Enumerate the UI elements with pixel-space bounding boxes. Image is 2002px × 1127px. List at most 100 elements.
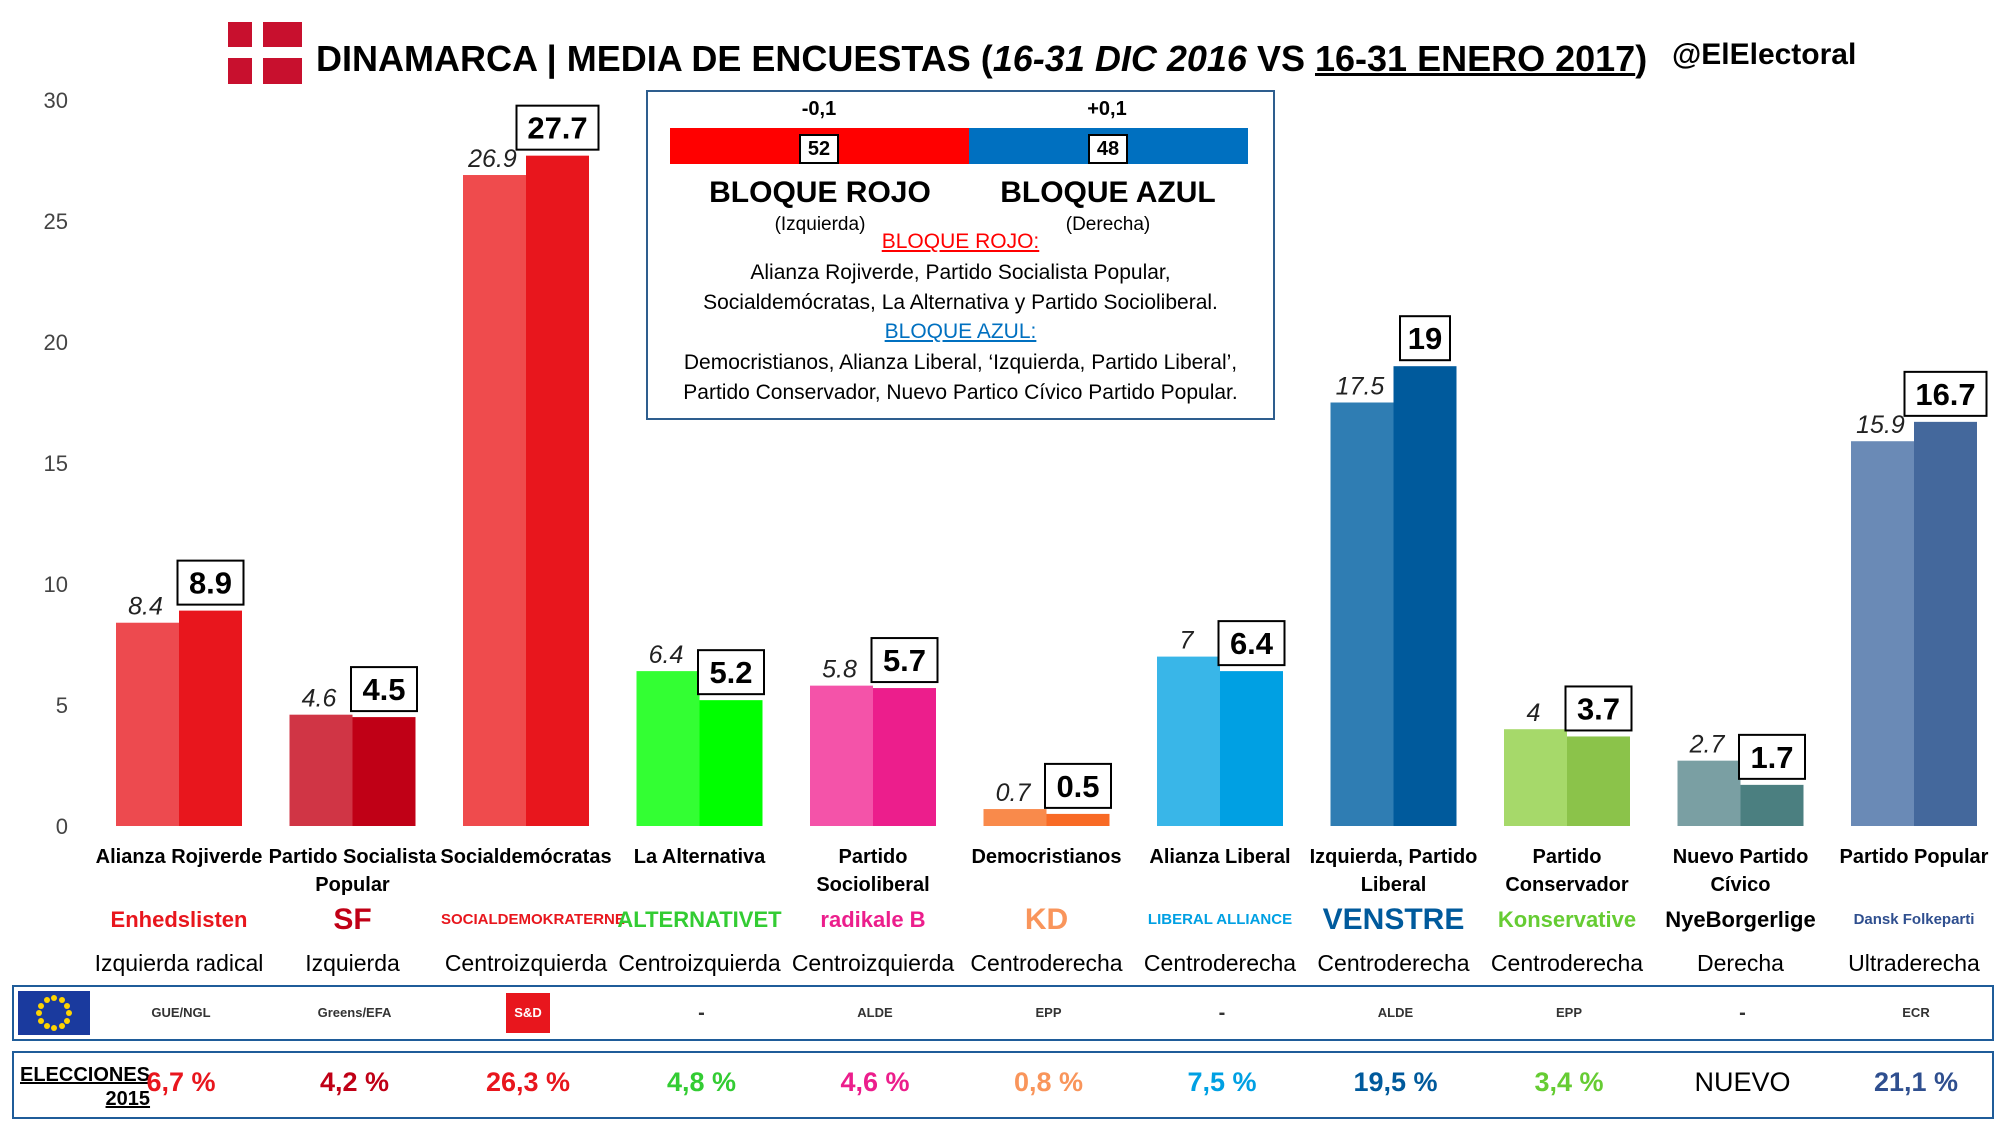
data-label-box-jan <box>350 666 418 713</box>
party-name: Partido Popular <box>1824 843 2002 871</box>
data-label-jan: 5.2 <box>709 655 752 690</box>
party-name: Nuevo Partido Cívico <box>1651 843 1831 899</box>
party-logo: Dansk Folkeparti <box>1853 911 1975 928</box>
party-ideology: Izquierda radical <box>94 950 264 976</box>
party-name: Partido Socialista Popular <box>263 843 443 899</box>
bar-jan-2017 <box>1220 671 1283 826</box>
bar-dec-2016 <box>289 714 353 826</box>
bar-jan-2017 <box>179 610 242 826</box>
eu-star-icon <box>38 1017 44 1024</box>
data-label-box-jan <box>176 559 245 606</box>
eu-group-logo: ECR <box>1902 1005 1930 1020</box>
party-ideology: Centroderecha <box>1317 950 1470 976</box>
bloque-azul-text-1: Democristianos, Alianza Liberal, ‘Izquie… <box>683 351 1238 374</box>
title-vs: VS <box>1256 38 1305 79</box>
eu-star-icon <box>63 1017 70 1024</box>
party-name-line-2: Conservador <box>1505 874 1629 896</box>
bar-dec-2016 <box>1157 656 1220 826</box>
party-ideology: Centroderecha <box>970 950 1123 976</box>
data-label-jan: 4.5 <box>362 672 405 707</box>
bloque-panel: -0,1 +0,1 52 48 BLOQUE ROJO BLOQUE AZUL … <box>646 90 1275 420</box>
election-2015-value: 7,5 % <box>1187 1067 1257 1097</box>
party-logo: ALTERNATIVET <box>617 907 782 932</box>
bar-dec-2016 <box>1504 729 1567 826</box>
data-label-dec: 4.6 <box>302 685 337 713</box>
y-tick-label: 5 <box>56 693 68 718</box>
data-label-jan: 8.9 <box>189 566 232 601</box>
eu-group-logo: - <box>698 1002 705 1024</box>
party-name-line-1: Izquierda, Partido <box>1309 846 1478 868</box>
eu-group-logo: - <box>1739 1002 1746 1024</box>
page-title: DINAMARCA | MEDIA DE ENCUESTAS (16-31 DI… <box>316 38 1648 79</box>
data-label-dec: 6.4 <box>649 641 684 669</box>
party-logo: radikale B <box>820 907 926 932</box>
party-name: Democristianos <box>957 843 1137 871</box>
election-2015-value: 0,8 % <box>1013 1067 1084 1097</box>
election-2015-value: 21,1 % <box>1873 1067 1959 1097</box>
party-name-line-1: Alianza Rojiverde <box>95 846 263 868</box>
title-dates-2: 16-31 ENERO 2017 <box>1315 38 1636 79</box>
eu-star-icon <box>43 997 50 1003</box>
data-label-jan: 6.4 <box>1230 626 1274 661</box>
party-logo: LIBERAL ALLIANCE <box>1147 911 1293 928</box>
party-logo: SOCIALDEMOKRATERNE <box>441 911 625 928</box>
party-logo: VENSTRE <box>1322 903 1465 936</box>
party-ideology: Centroizquierda <box>444 950 608 976</box>
bloque-azul-seats: 48 <box>1088 134 1128 164</box>
denmark-flag-icon <box>228 22 302 84</box>
bar-dec-2016 <box>1330 402 1394 826</box>
bloque-rojo-title: BLOQUE ROJO: <box>881 230 1040 253</box>
party-name-line-2: Socioliberal <box>816 874 930 896</box>
data-label-jan: 1.7 <box>1750 740 1793 775</box>
party-logo: SF <box>333 903 372 936</box>
data-label-box-jan <box>697 649 765 696</box>
y-tick-label: 25 <box>44 209 68 234</box>
bar-dec-2016 <box>636 671 700 826</box>
eu-star-icon <box>66 1010 72 1016</box>
bloque-azul-side: (Derecha) <box>1065 214 1151 235</box>
bar-dec-2016 <box>1677 760 1741 826</box>
bar-jan-2017 <box>1393 366 1457 826</box>
eu-star-icon <box>51 1025 57 1031</box>
eu-group-logo: EPP <box>1555 1005 1582 1020</box>
bar-dec-2016 <box>983 809 1047 826</box>
y-tick-label: 20 <box>44 330 68 355</box>
bloque-rojo-diff: -0,1 <box>801 98 837 120</box>
party-logo: KD <box>1024 903 1069 936</box>
data-label-dec: 8.4 <box>128 593 163 621</box>
party-logo: NyeBorgerlige <box>1665 907 1816 932</box>
party-ideology: Derecha <box>1697 950 1784 976</box>
eu-star-icon <box>38 1002 44 1009</box>
bloque-rojo-name: BLOQUE ROJO <box>709 176 931 209</box>
elections-row: ELECCIONES 2015 6,7 % 4,2 % 26,3 % 4,8 % 4,6… <box>12 1051 1994 1119</box>
election-2015-value: 3,4 % <box>1534 1067 1604 1097</box>
eu-star-icon <box>63 1002 70 1009</box>
eu-group-logo: S&D <box>506 993 550 1033</box>
data-label-box-jan <box>1044 762 1112 809</box>
data-label-box-jan <box>1399 315 1451 362</box>
bloque-azul-text-2: Partido Conservador, Nuevo Partico Cívic… <box>683 381 1238 404</box>
party-ideology: Izquierda <box>305 950 400 976</box>
party-name-line-1: Socialdemócratas <box>440 846 612 868</box>
data-label-box-jan <box>1738 733 1806 780</box>
eu-flag-icon <box>18 991 90 1035</box>
party-name-line-1: Democristianos <box>971 846 1122 868</box>
data-label-box-jan <box>1903 370 1988 417</box>
eu-star-icon <box>51 995 57 1001</box>
data-label-dec: 15.9 <box>1856 411 1905 439</box>
data-label-box-jan <box>870 637 939 684</box>
data-label-box-jan <box>1217 620 1286 667</box>
data-label-dec: 4 <box>1527 699 1541 727</box>
y-tick-label: 10 <box>44 572 68 597</box>
title-main: DINAMARCA | MEDIA DE ENCUESTAS <box>316 38 971 79</box>
election-2015-value: 19,5 % <box>1353 1067 1438 1097</box>
party-name-line-2: Cívico <box>1710 874 1771 896</box>
data-label-dec: 17.5 <box>1336 373 1385 401</box>
data-label-dec: 0.7 <box>996 779 1032 807</box>
election-2015-value: NUEVO <box>1694 1067 1791 1097</box>
y-tick-label: 0 <box>56 814 68 839</box>
eu-star-icon <box>43 1022 50 1029</box>
party-name: Socialdemócratas <box>436 843 616 871</box>
party-name-line-1: Partido <box>1532 846 1602 868</box>
bar-jan-2017 <box>1740 784 1804 826</box>
